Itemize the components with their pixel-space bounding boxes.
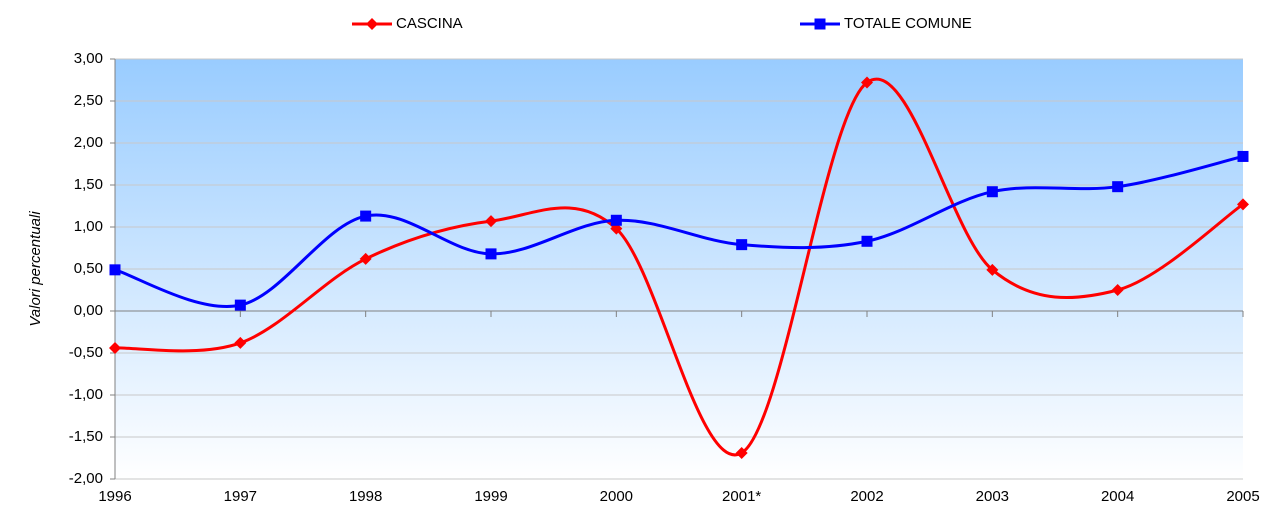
y-tick-label: 2,00 <box>74 134 103 151</box>
data-point <box>610 214 622 226</box>
y-tick-label: 1,00 <box>74 218 103 235</box>
x-tick-label: 1997 <box>224 488 257 505</box>
data-point <box>1237 198 1249 211</box>
x-tick-label: 2004 <box>1101 488 1134 505</box>
data-point <box>109 341 121 354</box>
data-point <box>359 252 372 265</box>
y-tick-label: -0,50 <box>69 344 103 361</box>
x-tick-label: 2001* <box>722 488 761 505</box>
data-point <box>234 299 246 311</box>
legend-marker <box>366 18 378 30</box>
x-tick-label: 1999 <box>474 488 507 505</box>
data-point <box>234 336 247 349</box>
legend-label: TOTALE COMUNE <box>844 15 972 32</box>
data-point <box>986 186 998 198</box>
data-point <box>1111 284 1124 296</box>
data-point <box>986 263 999 276</box>
data-point <box>485 215 497 228</box>
x-tick-label: 2000 <box>600 488 633 505</box>
legend-marker <box>814 18 826 30</box>
data-point <box>736 239 748 251</box>
y-tick-label: 0,50 <box>74 260 103 277</box>
legend-label: CASCINA <box>396 15 463 32</box>
y-tick-label: -2,00 <box>69 470 103 487</box>
data-point <box>1112 181 1124 193</box>
y-tick-label: 2,50 <box>74 92 103 109</box>
y-axis-label: Valori percentuali <box>27 211 44 327</box>
x-tick-label: 1996 <box>98 488 131 505</box>
y-tick-label: -1,50 <box>69 428 103 445</box>
data-point <box>861 76 873 89</box>
y-tick-label: -1,00 <box>69 386 103 403</box>
data-point <box>735 446 748 459</box>
data-point <box>1237 150 1249 162</box>
data-point <box>109 264 121 276</box>
data-point <box>485 248 497 260</box>
x-tick-label: 2002 <box>850 488 883 505</box>
data-point <box>360 210 372 222</box>
x-tick-label: 1998 <box>349 488 382 505</box>
y-tick-label: 3,00 <box>74 50 103 67</box>
y-tick-label: 0,00 <box>74 302 103 319</box>
x-tick-label: 2003 <box>976 488 1009 505</box>
x-tick-label: 2005 <box>1226 488 1259 505</box>
series-line <box>114 154 1244 308</box>
data-point <box>861 235 873 247</box>
series-line <box>114 77 1244 457</box>
y-tick-label: 1,50 <box>74 176 103 193</box>
